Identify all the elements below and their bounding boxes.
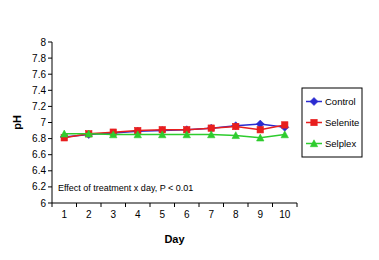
- x-tick: [125, 203, 126, 207]
- point: [281, 131, 288, 138]
- y-tick-label: 6.8: [32, 133, 46, 144]
- legend-box: [302, 88, 362, 157]
- point: [232, 132, 239, 139]
- y-tick: [48, 106, 52, 107]
- series-line: [64, 134, 285, 138]
- point: [233, 123, 239, 129]
- y-tick: [48, 58, 52, 59]
- y-tick: [48, 90, 52, 91]
- point: [208, 131, 215, 138]
- x-tick-label: 7: [208, 209, 214, 220]
- y-tick: [48, 122, 52, 123]
- legend-label: Control: [325, 96, 356, 107]
- legend: Control Selenite Selplex: [302, 88, 362, 157]
- point: [183, 131, 190, 138]
- y-axis-title: pH: [11, 115, 23, 130]
- plot-area: [60, 120, 289, 141]
- x-tick: [150, 203, 151, 207]
- point: [159, 131, 166, 138]
- x-axis-title: Day: [164, 233, 185, 245]
- point: [86, 131, 92, 137]
- y-tick: [48, 186, 52, 187]
- x-tick: [52, 203, 53, 207]
- point: [109, 129, 117, 137]
- x-tick-label: 10: [279, 209, 291, 220]
- y-tick-label: 7.6: [32, 69, 46, 80]
- x-tick-label: 8: [233, 209, 239, 220]
- x-tick-label: 3: [110, 209, 116, 220]
- point: [134, 131, 141, 138]
- y-tick-label: 7.2: [32, 101, 46, 112]
- x-tick: [101, 203, 102, 207]
- x-tick: [174, 203, 175, 207]
- y-tick: [48, 170, 52, 171]
- legend-label: Selplex: [325, 138, 356, 149]
- x-tick-label: 6: [184, 209, 190, 220]
- series-line: [64, 124, 285, 137]
- legend-marker: [310, 140, 317, 147]
- x-tick: [76, 203, 77, 207]
- x-tick-label: 5: [159, 209, 165, 220]
- y-tick-label: 6: [40, 198, 46, 209]
- x-tick: [199, 203, 200, 207]
- y-tick-label: 7: [40, 117, 46, 128]
- y-tick: [48, 154, 52, 155]
- y-tick: [48, 74, 52, 75]
- chart: 6 6.2 6.4 6.6 6.8 7 7.2 7.4 7.6 7.8 8 1 2 3 4 5 6 7 8 9 10 Da…: [0, 0, 379, 260]
- point: [257, 134, 264, 141]
- legend-marker: [311, 119, 317, 125]
- y-tick-label: 6.2: [32, 181, 46, 192]
- y-tick: [48, 138, 52, 139]
- y-tick: [48, 42, 52, 43]
- y-tick-label: 7.4: [32, 85, 46, 96]
- point: [232, 122, 240, 130]
- point: [282, 122, 288, 128]
- y-tick: [48, 203, 52, 204]
- legend-marker: [310, 98, 318, 106]
- x-tick-label: 9: [257, 209, 263, 220]
- x-tick-label: 2: [86, 209, 92, 220]
- x-tick-label: 4: [135, 209, 141, 220]
- y-tick-label: 6.4: [32, 165, 46, 176]
- x-tick-label: 1: [61, 209, 67, 220]
- y-tick-label: 7.8: [32, 53, 46, 64]
- point: [85, 130, 92, 137]
- point: [110, 131, 117, 138]
- y-tick-label: 6.6: [32, 149, 46, 160]
- point: [257, 127, 263, 133]
- annotation: Effect of treatment x day, P < 0.01: [58, 183, 193, 193]
- x-tick: [248, 203, 249, 207]
- x-tick: [297, 203, 298, 207]
- x-tick: [272, 203, 273, 207]
- x-tick: [223, 203, 224, 207]
- y-tick-label: 8: [40, 37, 46, 48]
- series-line: [64, 125, 285, 138]
- point: [61, 130, 68, 137]
- legend-label: Selenite: [325, 117, 359, 128]
